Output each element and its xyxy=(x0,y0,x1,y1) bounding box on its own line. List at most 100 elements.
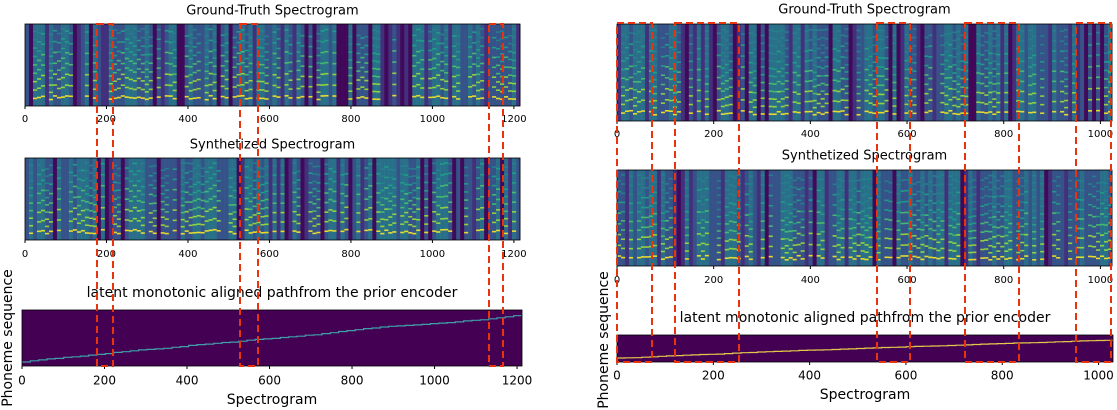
spectrogram-texture xyxy=(48,211,54,214)
spectrogram-texture xyxy=(192,24,198,106)
x-tick-label: 200 xyxy=(704,275,723,286)
spectrogram-texture xyxy=(324,201,329,204)
spectrogram-texture xyxy=(1064,35,1069,38)
spectrogram-texture xyxy=(88,187,94,189)
spectrogram-texture xyxy=(984,239,989,241)
spectrogram-texture xyxy=(836,29,842,32)
spectrogram-texture xyxy=(888,181,893,184)
spectrogram-texture xyxy=(1064,78,1069,81)
spectrogram-texture xyxy=(192,231,198,234)
spectrogram-texture xyxy=(1040,170,1045,266)
spectrogram-texture xyxy=(864,37,869,40)
spectrogram-texture xyxy=(924,224,929,227)
spectrogram-texture xyxy=(1072,34,1077,36)
spectrogram-texture xyxy=(924,55,929,58)
spectrogram-texture xyxy=(360,158,365,240)
spectrogram-texture xyxy=(420,40,425,42)
spectrogram-texture xyxy=(348,90,353,92)
spectrogram-texture xyxy=(768,36,774,39)
spectrogram-texture xyxy=(164,196,170,199)
spectrogram-texture xyxy=(760,170,766,266)
spectrogram-texture xyxy=(748,61,754,64)
spectrogram-texture xyxy=(440,207,445,209)
spectrogram-texture xyxy=(1088,183,1093,185)
spectrogram-texture xyxy=(132,217,138,220)
spectrogram-texture xyxy=(648,24,654,121)
spectrogram-texture xyxy=(704,254,710,257)
spectrogram-texture xyxy=(892,66,897,68)
spectrogram-texture xyxy=(816,47,822,50)
spectrogram-texture xyxy=(504,232,509,235)
spectrogram-texture xyxy=(48,40,54,43)
spectrogram-texture xyxy=(492,221,497,224)
spectrogram-texture xyxy=(372,98,377,100)
spectrogram-texture xyxy=(68,181,74,183)
spectrogram-texture xyxy=(84,63,90,65)
spectrogram-texture xyxy=(716,208,722,211)
spectrogram-texture xyxy=(44,196,50,199)
spectrogram-texture xyxy=(808,221,814,224)
spectrogram-texture xyxy=(832,235,838,237)
spectrogram-texture xyxy=(88,202,94,204)
spectrogram-texture xyxy=(988,258,993,261)
spectrogram-texture xyxy=(1056,257,1061,259)
spectrogram-texture xyxy=(984,170,989,266)
spectrogram-texture xyxy=(1032,83,1037,85)
spectrogram-texture xyxy=(772,113,778,116)
spectrogram-texture xyxy=(492,66,497,69)
spectrogram-texture xyxy=(804,80,810,83)
spectrogram-texture xyxy=(796,102,802,105)
spectrogram-texture xyxy=(684,226,690,229)
spectrogram-texture xyxy=(980,179,985,182)
spectrogram-texture xyxy=(348,98,353,100)
spectrogram-texture xyxy=(872,86,877,89)
spectrogram-texture xyxy=(768,59,774,62)
spectrogram-texture xyxy=(364,167,369,169)
spectrogram-texture xyxy=(900,244,905,246)
spectrogram-texture xyxy=(636,247,642,250)
spectrogram-texture xyxy=(100,217,106,220)
spectrogram-texture xyxy=(204,56,210,58)
spectrogram-texture xyxy=(852,180,858,182)
spectrogram-texture xyxy=(968,216,973,218)
spectrogram-texture xyxy=(432,38,437,40)
spectrogram-texture xyxy=(288,61,293,64)
spectrogram-texture xyxy=(1088,214,1093,216)
spectrogram-texture xyxy=(312,188,317,190)
x-tick-label: 1000 xyxy=(1088,129,1113,140)
spectrogram-texture xyxy=(1096,98,1101,101)
spectrogram-texture xyxy=(796,111,802,114)
spectrogram-texture xyxy=(72,185,78,188)
spectrogram-texture xyxy=(164,225,170,228)
spectrogram-texture xyxy=(256,80,262,83)
spectrogram-texture xyxy=(188,74,194,76)
spectrogram-texture xyxy=(748,243,754,245)
spectrogram-texture xyxy=(476,229,481,232)
spectrogram-texture xyxy=(956,255,961,257)
spectrogram-texture xyxy=(916,24,921,121)
spectrogram-texture xyxy=(1052,24,1057,121)
spectrogram-texture xyxy=(804,60,810,63)
spectrogram-texture xyxy=(1108,51,1113,53)
spectrogram-texture xyxy=(324,39,329,42)
spectrogram-texture xyxy=(672,24,678,121)
spectrogram-texture xyxy=(748,101,754,103)
spectrogram-texture xyxy=(440,96,445,99)
spectrogram-texture xyxy=(716,65,722,68)
spectrogram-texture xyxy=(436,187,441,189)
spectrogram-texture xyxy=(248,79,254,82)
spectrogram-texture xyxy=(724,112,730,115)
spectrogram-texture xyxy=(996,63,1001,65)
spectrogram-texture xyxy=(92,79,98,82)
spectrogram-texture xyxy=(56,177,62,180)
spectrogram-texture xyxy=(144,53,150,56)
spectrogram-texture xyxy=(1052,180,1057,182)
spectrogram-texture xyxy=(420,158,425,240)
x-tick-label: 1000 xyxy=(1088,275,1113,286)
spectrogram-texture xyxy=(784,188,790,191)
spectrogram-texture xyxy=(140,88,146,91)
spectrogram-texture xyxy=(252,214,258,216)
spectrogram-texture xyxy=(80,219,86,222)
spectrogram-texture xyxy=(468,86,473,88)
spectrogram-texture xyxy=(816,111,822,114)
